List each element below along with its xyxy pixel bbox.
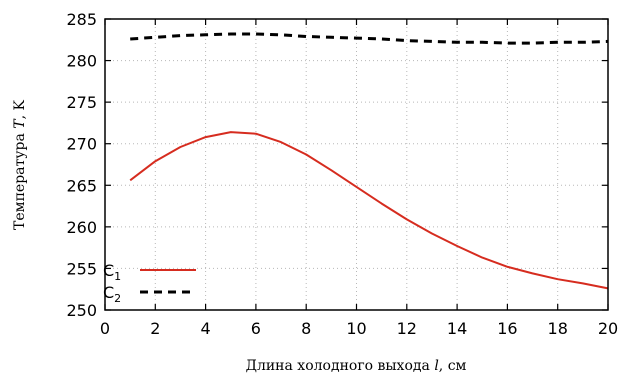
x-tick-labels: 0 2 4 6 8 10 12 14 16 18 20 [100, 319, 618, 338]
y-axis-label: Температура T, K [12, 100, 28, 230]
x-tick-label: 10 [346, 319, 366, 338]
y-tick-label: 255 [66, 259, 97, 278]
x-tick-label: 8 [301, 319, 311, 338]
x-tick-label: 6 [251, 319, 261, 338]
x-tick-label: 12 [397, 319, 417, 338]
x-tick-label: 0 [100, 319, 110, 338]
x-tick-label: 4 [201, 319, 211, 338]
plot-frame [104, 18, 609, 311]
y-tick-label: 270 [66, 135, 97, 154]
y-tick-label: 285 [66, 10, 97, 29]
y-tick-label: 275 [66, 93, 97, 112]
y-tick-label: 265 [66, 176, 97, 195]
series-layer [129, 32, 609, 290]
legend-label-1: C1 [103, 261, 121, 283]
y-tick-label: 250 [66, 301, 97, 320]
series-line-2 [130, 32, 609, 45]
x-tick-label: 20 [598, 319, 618, 338]
tick-marks [104, 18, 609, 311]
x-axis-label: Длина холодного выхода l, см [246, 358, 467, 374]
y-tick-labels: 250 255 260 265 270 275 280 285 [66, 10, 97, 320]
x-tick-label: 18 [548, 319, 568, 338]
grid [105, 19, 608, 310]
y-tick-label: 280 [66, 52, 97, 71]
y-tick-label: 260 [66, 218, 97, 237]
x-tick-label: 14 [447, 319, 467, 338]
x-tick-label: 2 [150, 319, 160, 338]
series-line-1 [129, 131, 609, 290]
x-tick-label: 16 [497, 319, 517, 338]
legend-label-2: C2 [103, 283, 121, 305]
